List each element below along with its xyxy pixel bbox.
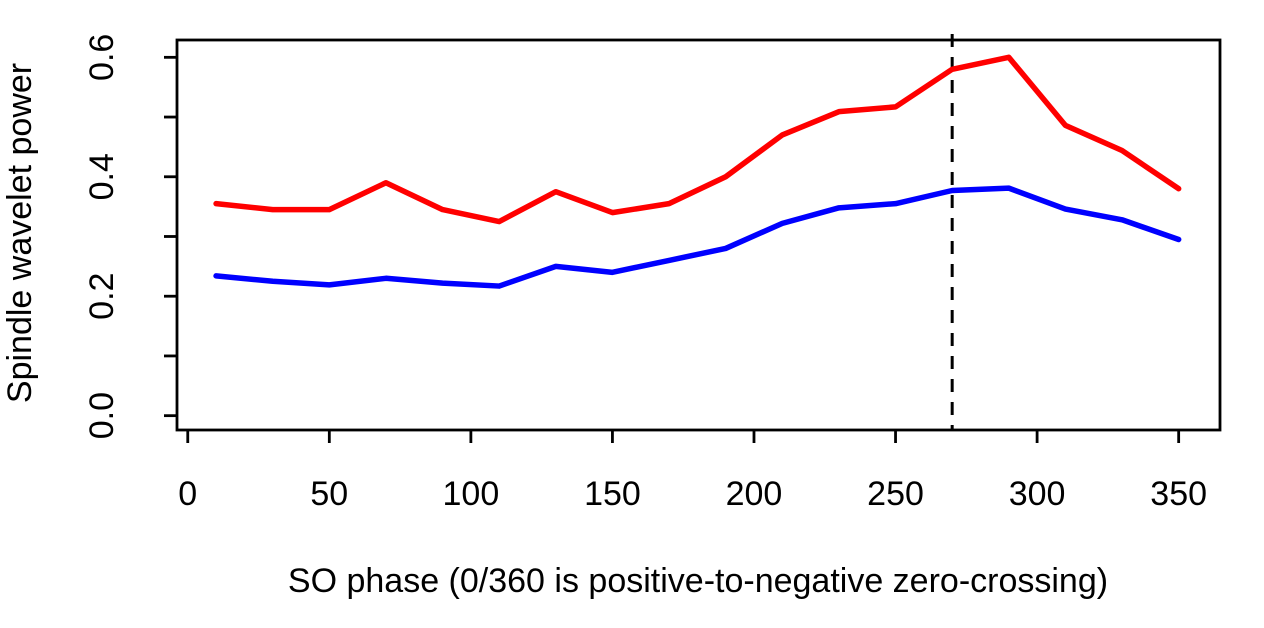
plot-area: 0 50 100 150 200 250 300 350 0.0 0.2 0.4 0.6 (83, 34, 1222, 513)
y-axis-title: Spindle wavelet power (1, 63, 39, 403)
x-axis-tick-label: 0 (178, 475, 197, 513)
x-axis-tick-label: 150 (584, 475, 641, 513)
x-axis-tick-label: 300 (1009, 475, 1066, 513)
x-axis-title: SO phase (0/360 is positive-to-negative … (288, 562, 1108, 600)
x-axis-tick-label: 350 (1150, 475, 1207, 513)
plot-frame (175, 38, 1222, 432)
x-axis-tick-label: 250 (867, 475, 924, 513)
x-axis-tick-label: 200 (726, 475, 783, 513)
y-axis-tick-label: 0.2 (83, 273, 121, 320)
x-axis-tick-label: 100 (443, 475, 500, 513)
y-axis-tick-label: 0.4 (83, 153, 121, 200)
y-axis-tick-label: 0.6 (83, 34, 121, 81)
red-line (213, 54, 1182, 225)
y-axis-tick-label: 0.0 (83, 392, 121, 439)
x-axis-tick-label: 50 (310, 475, 348, 513)
blue-line (213, 185, 1182, 289)
